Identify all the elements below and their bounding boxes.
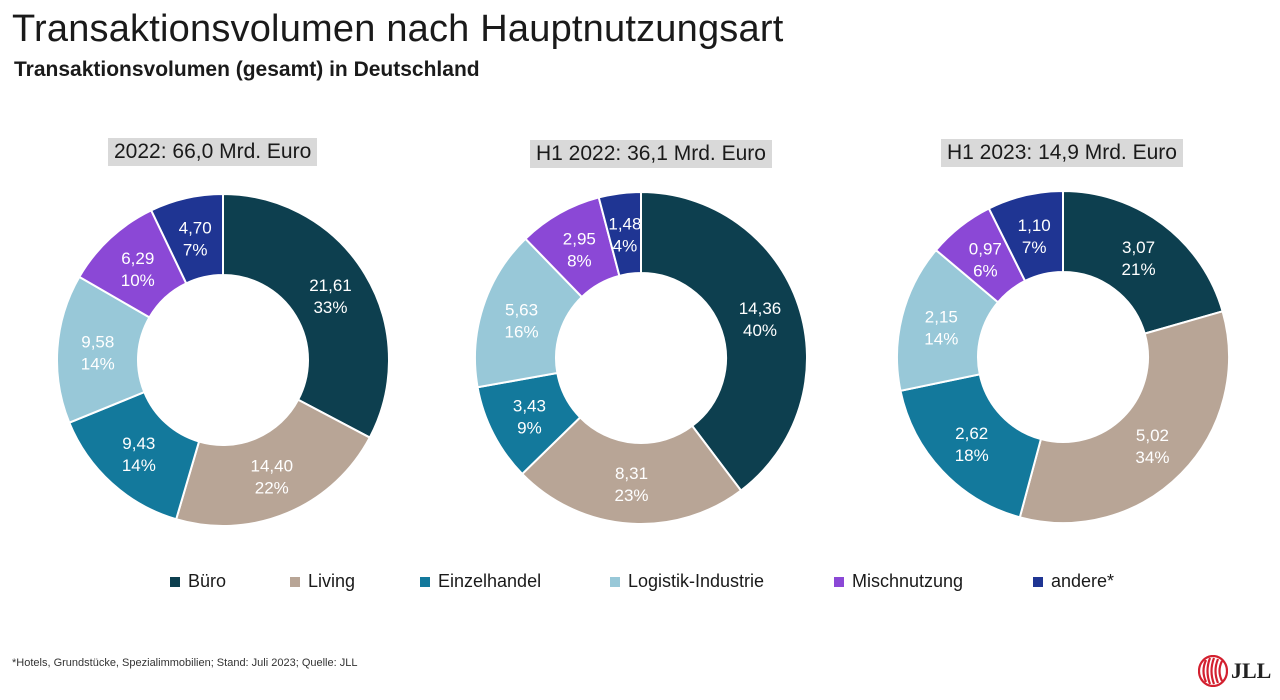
legend-swatch-logistik [610, 576, 620, 587]
slice-value-label: 1,48 [608, 215, 641, 234]
donut-slice-einzelhandel [899, 373, 1043, 519]
legend-label-living: Living [308, 571, 356, 591]
legend-swatch-living [290, 576, 300, 587]
donut-slice-andere [597, 190, 642, 278]
slice-value-label: 0,97 [969, 239, 1002, 258]
legend-item-einzelhandel: Einzelhandel [420, 571, 541, 592]
slice-value-label: 5,63 [505, 300, 538, 319]
chart-title-h1-2022: H1 2022: 36,1 Mrd. Euro [530, 140, 772, 168]
legend-label-andere: andere* [1051, 571, 1115, 591]
slice-value-label: 9,58 [81, 332, 114, 351]
donut-slice-logistik [474, 237, 584, 389]
donut-slice-andere [987, 189, 1064, 283]
donut-chart-h1-2022: 14,36 40% 8,31 23% 3,43 9% 5,63 16% 2,95 8% 1,48 4% [474, 190, 808, 525]
slice-value-label: 3,07 [1122, 238, 1155, 257]
slice-percent-label: 22% [255, 479, 289, 498]
footnote: *Hotels, Grundstücke, Spezialimmobilien;… [12, 657, 358, 669]
slice-value-label: 8,31 [615, 464, 648, 483]
donut-slice-buero [222, 192, 390, 439]
slice-value-label: 14,40 [251, 457, 294, 476]
slice-value-label: 5,02 [1136, 426, 1169, 445]
slice-percent-label: 14% [122, 456, 156, 475]
legend-label-einzelhandel: Einzelhandel [438, 571, 542, 591]
slice-value-label: 2,15 [925, 307, 958, 326]
slice-value-label: 21,61 [309, 276, 352, 295]
chart-title-h1-2023: H1 2023: 14,9 Mrd. Euro [941, 139, 1183, 167]
page-subtitle: Transaktionsvolumen (gesamt) in Deutschl… [14, 58, 480, 81]
donut-chart-2022: 21,61 33% 14,40 22% 9,43 14% 9,58 14% 6,29 10% 4,7… [56, 192, 390, 527]
legend-swatch-mischnutzung [834, 576, 844, 587]
slice-value-label: 1,10 [1018, 216, 1051, 235]
slice-value-label: 3,43 [513, 396, 546, 415]
chart-title-2022: 2022: 66,0 Mrd. Euro [108, 138, 318, 166]
donut-slice-andere [149, 192, 224, 285]
chart-legend: Büro Living Einzelhandel Logistik-Indust… [0, 571, 1280, 597]
jll-logo: JLL [1198, 653, 1271, 689]
legend-item-mischnutzung: Mischnutzung [834, 571, 963, 592]
slice-percent-label: 34% [1135, 448, 1169, 467]
donut-slice-living [520, 415, 743, 525]
slice-percent-label: 9% [517, 418, 542, 437]
donut-slice-living [174, 398, 372, 527]
slice-percent-label: 16% [505, 322, 539, 341]
legend-swatch-andere [1033, 576, 1043, 587]
slice-value-label: 9,43 [122, 434, 155, 453]
slice-value-label: 6,29 [121, 249, 154, 268]
donut-slice-buero [1062, 189, 1224, 335]
page-title: Transaktionsvolumen nach Hauptnutzungsar… [12, 8, 784, 50]
slice-percent-label: 23% [615, 486, 649, 505]
legend-item-living: Living [290, 571, 355, 592]
legend-label-buero: Büro [188, 571, 227, 591]
legend-label-logistik: Logistik-Industrie [628, 571, 765, 591]
donut-slice-living [1018, 310, 1230, 524]
legend-label-mischnutzung: Mischnutzung [852, 571, 964, 591]
slice-value-label: 14,36 [739, 299, 782, 318]
slice-percent-label: 14% [924, 329, 958, 348]
slice-percent-label: 18% [955, 446, 989, 465]
legend-item-andere: andere* [1033, 571, 1114, 592]
legend-item-logistik: Logistik-Industrie [610, 571, 764, 592]
donut-slice-buero [640, 190, 808, 492]
legend-item-buero: Büro [170, 571, 226, 592]
slice-value-label: 2,95 [563, 230, 596, 249]
slice-percent-label: 7% [183, 241, 208, 260]
slice-percent-label: 7% [1022, 238, 1047, 257]
donut-chart-h1-2023: 3,07 21% 5,02 34% 2,62 18% 2,15 14% 0,97 6% 1,10 7% [896, 189, 1230, 524]
legend-swatch-einzelhandel [420, 576, 430, 587]
slice-percent-label: 4% [613, 237, 638, 256]
slice-percent-label: 21% [1122, 260, 1156, 279]
legend-swatch-buero [170, 576, 180, 587]
slice-percent-label: 10% [121, 271, 155, 290]
jll-logo-icon [1198, 655, 1228, 687]
slice-percent-label: 33% [313, 298, 347, 317]
slice-percent-label: 14% [81, 354, 115, 373]
slice-percent-label: 8% [567, 252, 592, 271]
jll-logo-text: JLL [1231, 658, 1272, 683]
slice-value-label: 4,70 [179, 219, 212, 238]
slice-value-label: 2,62 [955, 424, 988, 443]
slice-percent-label: 40% [743, 321, 777, 340]
slice-percent-label: 6% [973, 261, 998, 280]
